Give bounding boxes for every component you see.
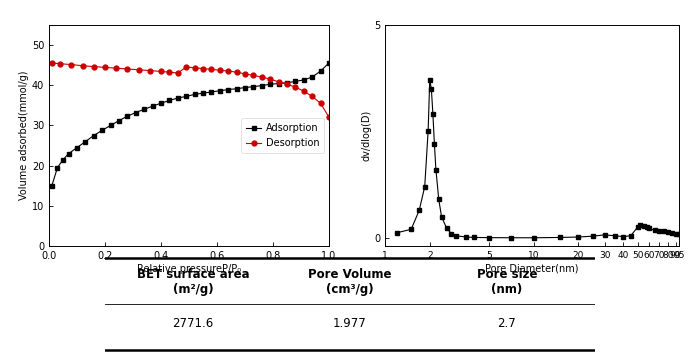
Adsorption xyxy=(106,123,115,127)
Line: Desorption: Desorption xyxy=(50,61,331,120)
Adsorption xyxy=(64,152,73,156)
Desorption xyxy=(174,71,182,75)
Adsorption xyxy=(291,80,300,84)
Desorption xyxy=(190,66,199,70)
Desorption xyxy=(56,62,64,66)
Desorption xyxy=(249,73,258,77)
Text: Pore Volume
(cm³/g): Pore Volume (cm³/g) xyxy=(308,268,392,296)
Adsorption xyxy=(232,87,241,91)
Desorption xyxy=(182,65,190,69)
Desorption xyxy=(274,80,283,84)
Adsorption xyxy=(132,111,140,115)
Adsorption xyxy=(148,104,157,108)
Adsorption xyxy=(123,114,132,118)
Adsorption xyxy=(48,184,56,188)
Desorption xyxy=(283,82,291,87)
Adsorption xyxy=(98,128,106,132)
X-axis label: Relative pressureP/P₀: Relative pressureP/P₀ xyxy=(137,264,241,274)
Adsorption xyxy=(207,90,216,94)
Desorption xyxy=(146,69,154,73)
Adsorption xyxy=(157,101,165,105)
Adsorption xyxy=(216,89,224,93)
Legend: Adsorption, Desorption: Adsorption, Desorption xyxy=(241,118,324,153)
Desorption xyxy=(224,69,232,73)
Desorption xyxy=(67,62,76,67)
Desorption xyxy=(232,70,241,74)
Adsorption xyxy=(53,166,62,170)
Adsorption xyxy=(258,83,266,88)
Desorption xyxy=(157,69,165,74)
Desorption xyxy=(325,115,333,119)
Line: Adsorption: Adsorption xyxy=(50,61,331,188)
Adsorption xyxy=(224,87,232,92)
Adsorption xyxy=(165,98,174,102)
Adsorption xyxy=(140,107,148,112)
Desorption xyxy=(300,89,308,93)
Text: 2.7: 2.7 xyxy=(498,317,516,330)
Desorption xyxy=(258,75,266,79)
Desorption xyxy=(165,70,174,74)
Adsorption xyxy=(283,81,291,85)
Desorption xyxy=(207,67,216,71)
Y-axis label: Volume adsorbed(mmol/g): Volume adsorbed(mmol/g) xyxy=(19,71,29,200)
Adsorption xyxy=(81,139,90,144)
Text: 1.977: 1.977 xyxy=(333,317,367,330)
Desorption xyxy=(48,61,56,65)
Y-axis label: dv/dlog(D): dv/dlog(D) xyxy=(361,110,371,161)
Adsorption xyxy=(174,96,182,100)
Adsorption xyxy=(325,61,333,65)
Adsorption xyxy=(300,78,308,82)
Desorption xyxy=(241,72,249,76)
Adsorption xyxy=(182,94,190,99)
Desorption xyxy=(78,64,87,68)
Desorption xyxy=(199,67,207,71)
Desorption xyxy=(90,64,98,69)
Text: BET surface area
(m²/g): BET surface area (m²/g) xyxy=(137,268,249,296)
X-axis label: Pore Diameter(nm): Pore Diameter(nm) xyxy=(485,263,579,273)
Text: Pore size
(nm): Pore size (nm) xyxy=(477,268,537,296)
Text: 2771.6: 2771.6 xyxy=(173,317,214,330)
Desorption xyxy=(134,68,143,72)
Desorption xyxy=(101,65,109,69)
Adsorption xyxy=(115,119,123,123)
Desorption xyxy=(266,77,274,81)
Adsorption xyxy=(59,158,67,162)
Adsorption xyxy=(90,133,98,138)
Adsorption xyxy=(73,145,81,150)
Desorption xyxy=(216,68,224,72)
Desorption xyxy=(316,101,325,105)
Adsorption xyxy=(274,81,283,86)
Adsorption xyxy=(199,91,207,95)
Adsorption xyxy=(249,84,258,89)
Desorption xyxy=(308,94,316,99)
Adsorption xyxy=(241,86,249,90)
Adsorption xyxy=(308,75,316,79)
Adsorption xyxy=(316,69,325,73)
Desorption xyxy=(112,66,120,70)
Desorption xyxy=(291,85,300,89)
Desorption xyxy=(123,67,132,71)
Adsorption xyxy=(190,92,199,96)
Adsorption xyxy=(266,82,274,87)
